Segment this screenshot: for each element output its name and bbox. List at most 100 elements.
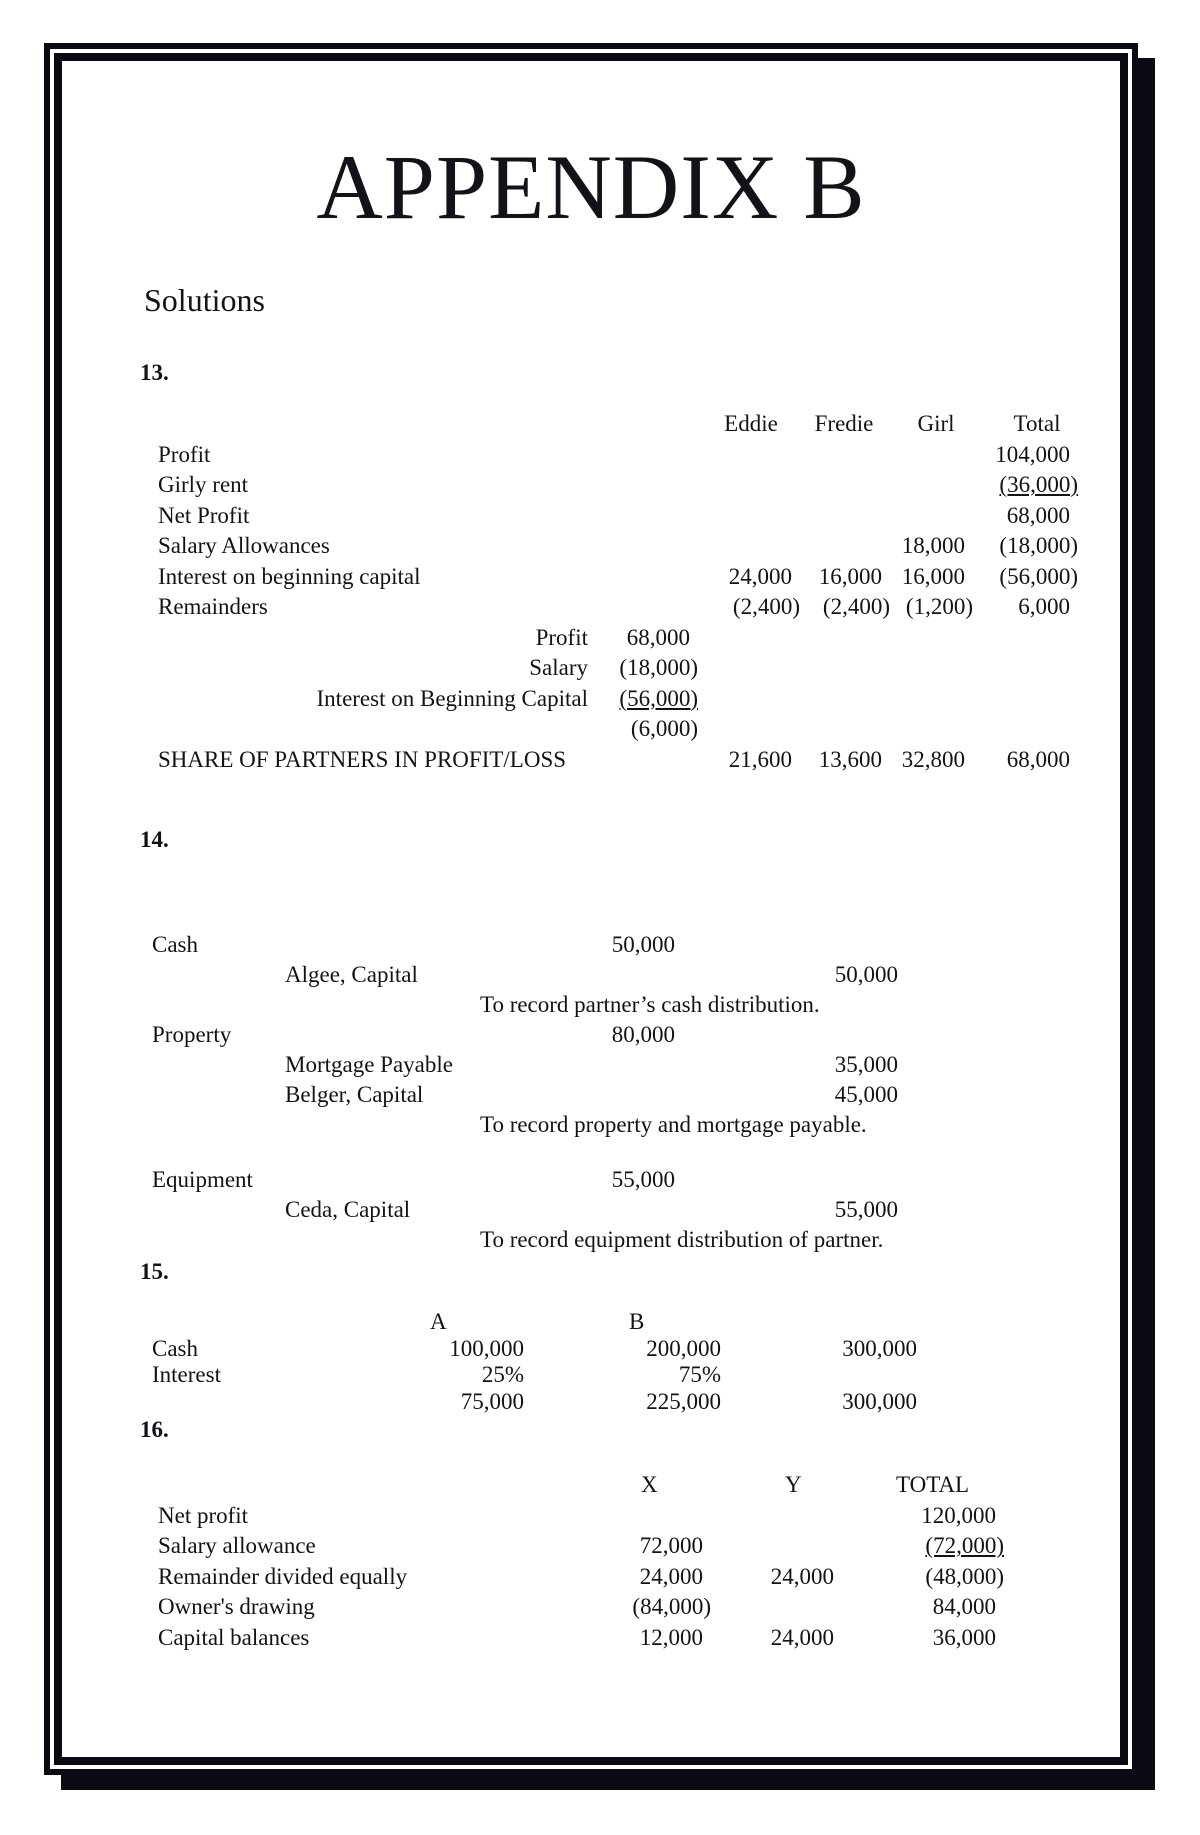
table-row: Owner's drawing (84,000) 84,000	[0, 1592, 1200, 1623]
debit-account-label: Equipment	[152, 1167, 253, 1192]
table-row: To record property and mortgage payable.	[0, 1110, 1200, 1140]
amount: 68,000	[626, 624, 690, 650]
entry-note: To record property and mortgage payable.	[480, 1112, 867, 1137]
sub-label: Profit	[535, 624, 588, 650]
table-row: Girly rent (36,000)	[0, 470, 1200, 501]
table-row: Salary (18,000)	[0, 653, 1200, 684]
column-header: Eddie	[724, 411, 778, 436]
column-header: X	[641, 1472, 658, 1497]
amount: 36,000	[932, 1625, 996, 1650]
amount: 16,000	[818, 563, 882, 589]
table-row: (6,000)	[0, 714, 1200, 745]
row-label: Net Profit	[158, 502, 250, 528]
row-label: Remainders	[158, 594, 268, 619]
problem-15-number: 15.	[140, 1259, 169, 1284]
amount: 84,000	[932, 1594, 996, 1620]
table-row: Remainder divided equally 24,000 24,000 (48…	[0, 1562, 1200, 1593]
debit-amount: 55,000	[611, 1167, 675, 1192]
amount: 24,000	[639, 1563, 703, 1589]
table-row: Interest on beginning capital 24,000 16,00…	[0, 562, 1200, 593]
amount: 13,600	[818, 746, 882, 772]
problem-16-number: 16.	[140, 1417, 169, 1442]
entry-note: To record partner’s cash distribution.	[480, 992, 820, 1017]
row-label: Net profit	[158, 1502, 249, 1528]
amount: 25%	[481, 1362, 524, 1388]
amount: 100,000	[449, 1335, 524, 1361]
table-row: Equipment 55,000	[0, 1165, 1200, 1195]
row-label: Capital balances	[158, 1625, 310, 1650]
problem-14-number: 14.	[140, 827, 169, 852]
amount: 12,000	[639, 1625, 703, 1650]
credit-account-label: Ceda, Capital	[285, 1197, 411, 1222]
table-row: Ceda, Capital 55,000	[0, 1195, 1200, 1225]
amount: 6,000	[1018, 594, 1070, 619]
amount: 300,000	[842, 1389, 917, 1415]
row-label: Owner's drawing	[158, 1594, 315, 1620]
amount: (48,000)	[925, 1563, 1004, 1589]
table-row: Capital balances 12,000 24,000 36,000	[0, 1623, 1200, 1654]
table-row: X Y TOTAL	[0, 1470, 1200, 1501]
amount: (84,000)	[632, 1594, 711, 1620]
debit-account-label: Cash	[152, 932, 198, 957]
amount: 32,800	[901, 746, 965, 772]
table-row: Profit 68,000	[0, 623, 1200, 654]
table-row: Profit 104,000	[0, 440, 1200, 471]
table-row: Interest 25% 75%	[0, 1362, 1200, 1389]
appendix-title: APPENDIX B	[316, 136, 866, 238]
amount: (56,000)	[619, 685, 698, 711]
amount: (56,000)	[999, 563, 1078, 589]
amount: (6,000)	[630, 716, 698, 741]
amount: (18,000)	[999, 533, 1078, 558]
amount: 68,000	[1006, 746, 1070, 772]
amount: (36,000)	[999, 472, 1078, 497]
credit-amount: 45,000	[834, 1082, 898, 1107]
table-row: SHARE OF PARTNERS IN PROFIT/LOSS 21,600 13…	[0, 745, 1200, 776]
row-label: Interest	[152, 1362, 221, 1388]
debit-amount: 80,000	[611, 1022, 675, 1047]
table-row: Net Profit 68,000	[0, 501, 1200, 532]
table-row: Salary Allowances 18,000 (18,000)	[0, 531, 1200, 562]
row-label: Girly rent	[158, 472, 249, 497]
page-border-outer	[44, 43, 1138, 1775]
column-header: Girl	[917, 411, 955, 436]
table-row: Net profit 120,000	[0, 1501, 1200, 1532]
row-label: Interest on beginning capital	[158, 563, 421, 589]
amount: 300,000	[842, 1335, 917, 1361]
amount: 21,600	[728, 746, 792, 772]
column-header: Total	[1013, 411, 1061, 436]
amount: (72,000)	[925, 1533, 1004, 1559]
table-row: Property 80,000	[0, 1020, 1200, 1050]
row-label: Salary Allowances	[158, 533, 330, 558]
row-label: Remainder divided equally	[158, 1563, 408, 1589]
column-header: Fredie	[814, 411, 874, 436]
credit-amount: 55,000	[834, 1197, 898, 1222]
amount: 72,000	[639, 1533, 703, 1559]
table-row: Interest on Beginning Capital (56,000)	[0, 684, 1200, 715]
credit-amount: 50,000	[834, 962, 898, 987]
entry-note: To record equipment distribution of part…	[480, 1227, 884, 1252]
column-header: TOTAL	[896, 1472, 970, 1497]
table-row: Cash 100,000 200,000 300,000	[0, 1336, 1200, 1363]
credit-account-label: Belger, Capital	[285, 1082, 424, 1107]
amount: (2,400)	[822, 594, 890, 619]
amount: 75%	[678, 1362, 721, 1388]
credit-account-label: Algee, Capital	[285, 962, 418, 987]
amount: 200,000	[646, 1335, 721, 1361]
problem-13-number: 13.	[140, 360, 169, 385]
row-label: Cash	[152, 1335, 198, 1361]
table-row: Eddie Fredie Girl Total	[0, 409, 1200, 440]
column-header: B	[629, 1309, 645, 1334]
amount: 24,000	[770, 1625, 834, 1650]
row-label: Salary allowance	[158, 1533, 316, 1559]
table-row: Belger, Capital 45,000	[0, 1080, 1200, 1110]
amount: (18,000)	[619, 655, 698, 680]
amount: 18,000	[901, 533, 965, 558]
amount: 68,000	[1006, 502, 1070, 528]
amount: 24,000	[728, 563, 792, 589]
amount: (1,200)	[905, 594, 973, 619]
credit-account-label: Mortgage Payable	[285, 1052, 453, 1077]
amount: 75,000	[460, 1389, 524, 1415]
table-row: 75,000 225,000 300,000	[0, 1389, 1200, 1416]
